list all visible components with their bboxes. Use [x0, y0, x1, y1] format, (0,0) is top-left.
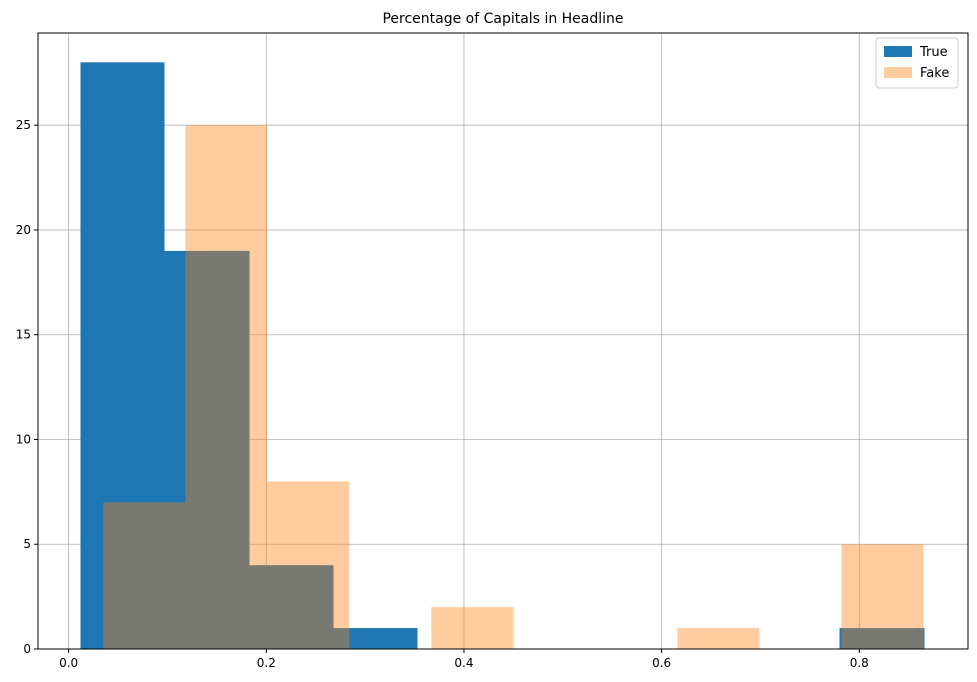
bar-true	[164, 250, 250, 649]
x-tick-label: 0.8	[850, 656, 869, 670]
legend-label-true: True	[919, 45, 948, 60]
x-tick-label: 0.2	[257, 656, 276, 670]
bar-fake	[103, 502, 186, 649]
bar-fake	[185, 125, 268, 649]
y-tick-label: 25	[16, 118, 31, 132]
legend-swatch-fake	[884, 67, 912, 78]
bar-fake	[431, 607, 514, 649]
bar-fake	[267, 481, 350, 649]
y-tick-label: 0	[23, 642, 31, 656]
plot-frame	[37, 32, 969, 650]
x-tick-label: 0.0	[59, 656, 78, 670]
series-true	[80, 62, 925, 650]
legend: True Fake	[875, 37, 959, 89]
bars	[80, 62, 925, 650]
chart-title: Percentage of Capitals in Headline	[382, 11, 623, 27]
bar-fake	[677, 628, 760, 649]
bar-true	[249, 565, 334, 649]
bar-true	[80, 62, 165, 650]
axis-ticks: 0.0 0.2 0.4 0.6 0.8 0 5 10 15 20 25	[16, 118, 869, 670]
y-tick-label: 15	[16, 328, 31, 342]
series-fake	[103, 125, 924, 649]
y-tick-label: 20	[16, 223, 31, 237]
bar-true	[839, 628, 925, 649]
legend-label-fake: Fake	[920, 66, 949, 81]
x-tick-label: 0.4	[454, 656, 473, 670]
legend-swatch-true	[884, 46, 912, 57]
bar-fake	[841, 544, 924, 649]
y-tick-label: 10	[16, 432, 31, 446]
bar-true	[333, 628, 418, 649]
x-tick-label: 0.6	[652, 656, 671, 670]
y-tick-label: 5	[23, 537, 31, 551]
